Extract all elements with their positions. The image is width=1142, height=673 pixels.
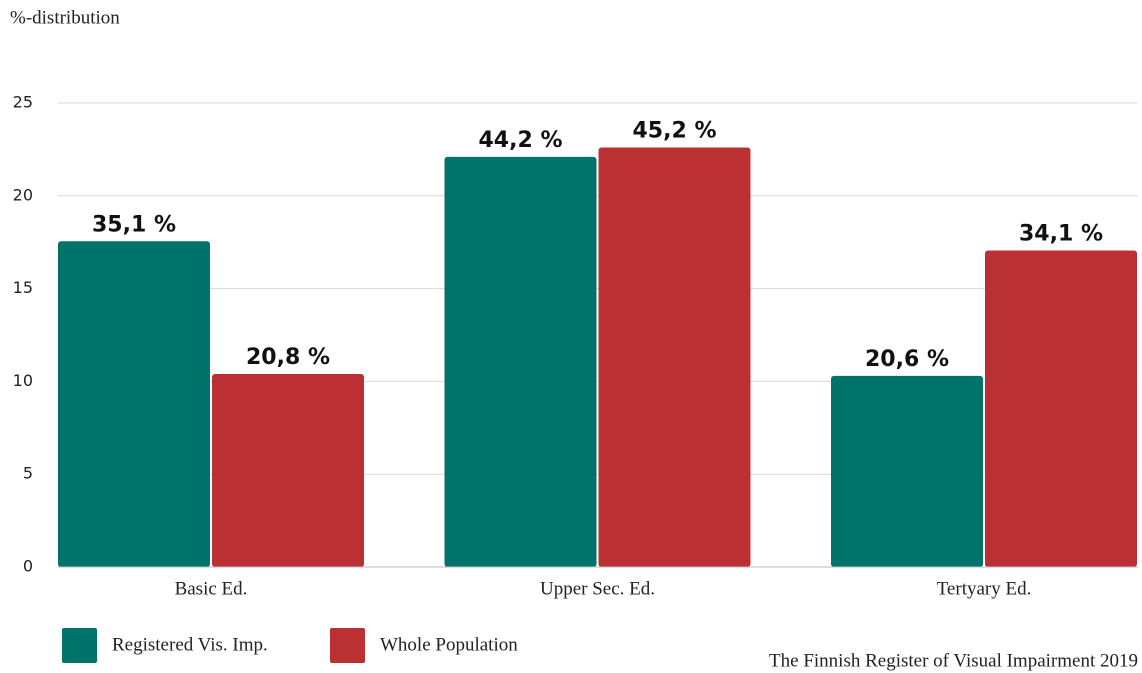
bar [831, 375, 983, 567]
value-label: 34,1 % [1019, 222, 1103, 247]
legend-swatch [330, 628, 365, 663]
legend-label: Registered Vis. Imp. [112, 634, 268, 655]
y-tick-label: 0 [23, 557, 33, 576]
y-tick-label: 5 [23, 464, 33, 483]
legend-swatch [62, 628, 97, 663]
value-label: 35,1 % [92, 212, 176, 237]
y-tick-label: 10 [13, 371, 33, 390]
bar [212, 373, 364, 567]
bar [58, 241, 210, 567]
y-tick-label: 20 [13, 185, 33, 204]
bar [598, 147, 751, 567]
bar [985, 250, 1137, 567]
value-label: 20,6 % [865, 347, 949, 372]
bar [444, 156, 597, 567]
value-label: 44,2 % [479, 128, 563, 153]
value-label: 20,8 % [246, 345, 330, 370]
legend-label: Whole Population [380, 634, 518, 655]
value-label: 45,2 % [633, 119, 717, 144]
x-tick-label: Basic Ed. [175, 578, 248, 599]
source: The Finnish Register of Visual Impairmen… [769, 650, 1138, 671]
chart-title: %-distribution [10, 7, 120, 28]
y-tick-label: 25 [13, 93, 33, 112]
y-tick-label: 15 [13, 278, 33, 297]
x-tick-label: Upper Sec. Ed. [540, 578, 655, 599]
x-tick-label: Tertyary Ed. [937, 578, 1032, 599]
